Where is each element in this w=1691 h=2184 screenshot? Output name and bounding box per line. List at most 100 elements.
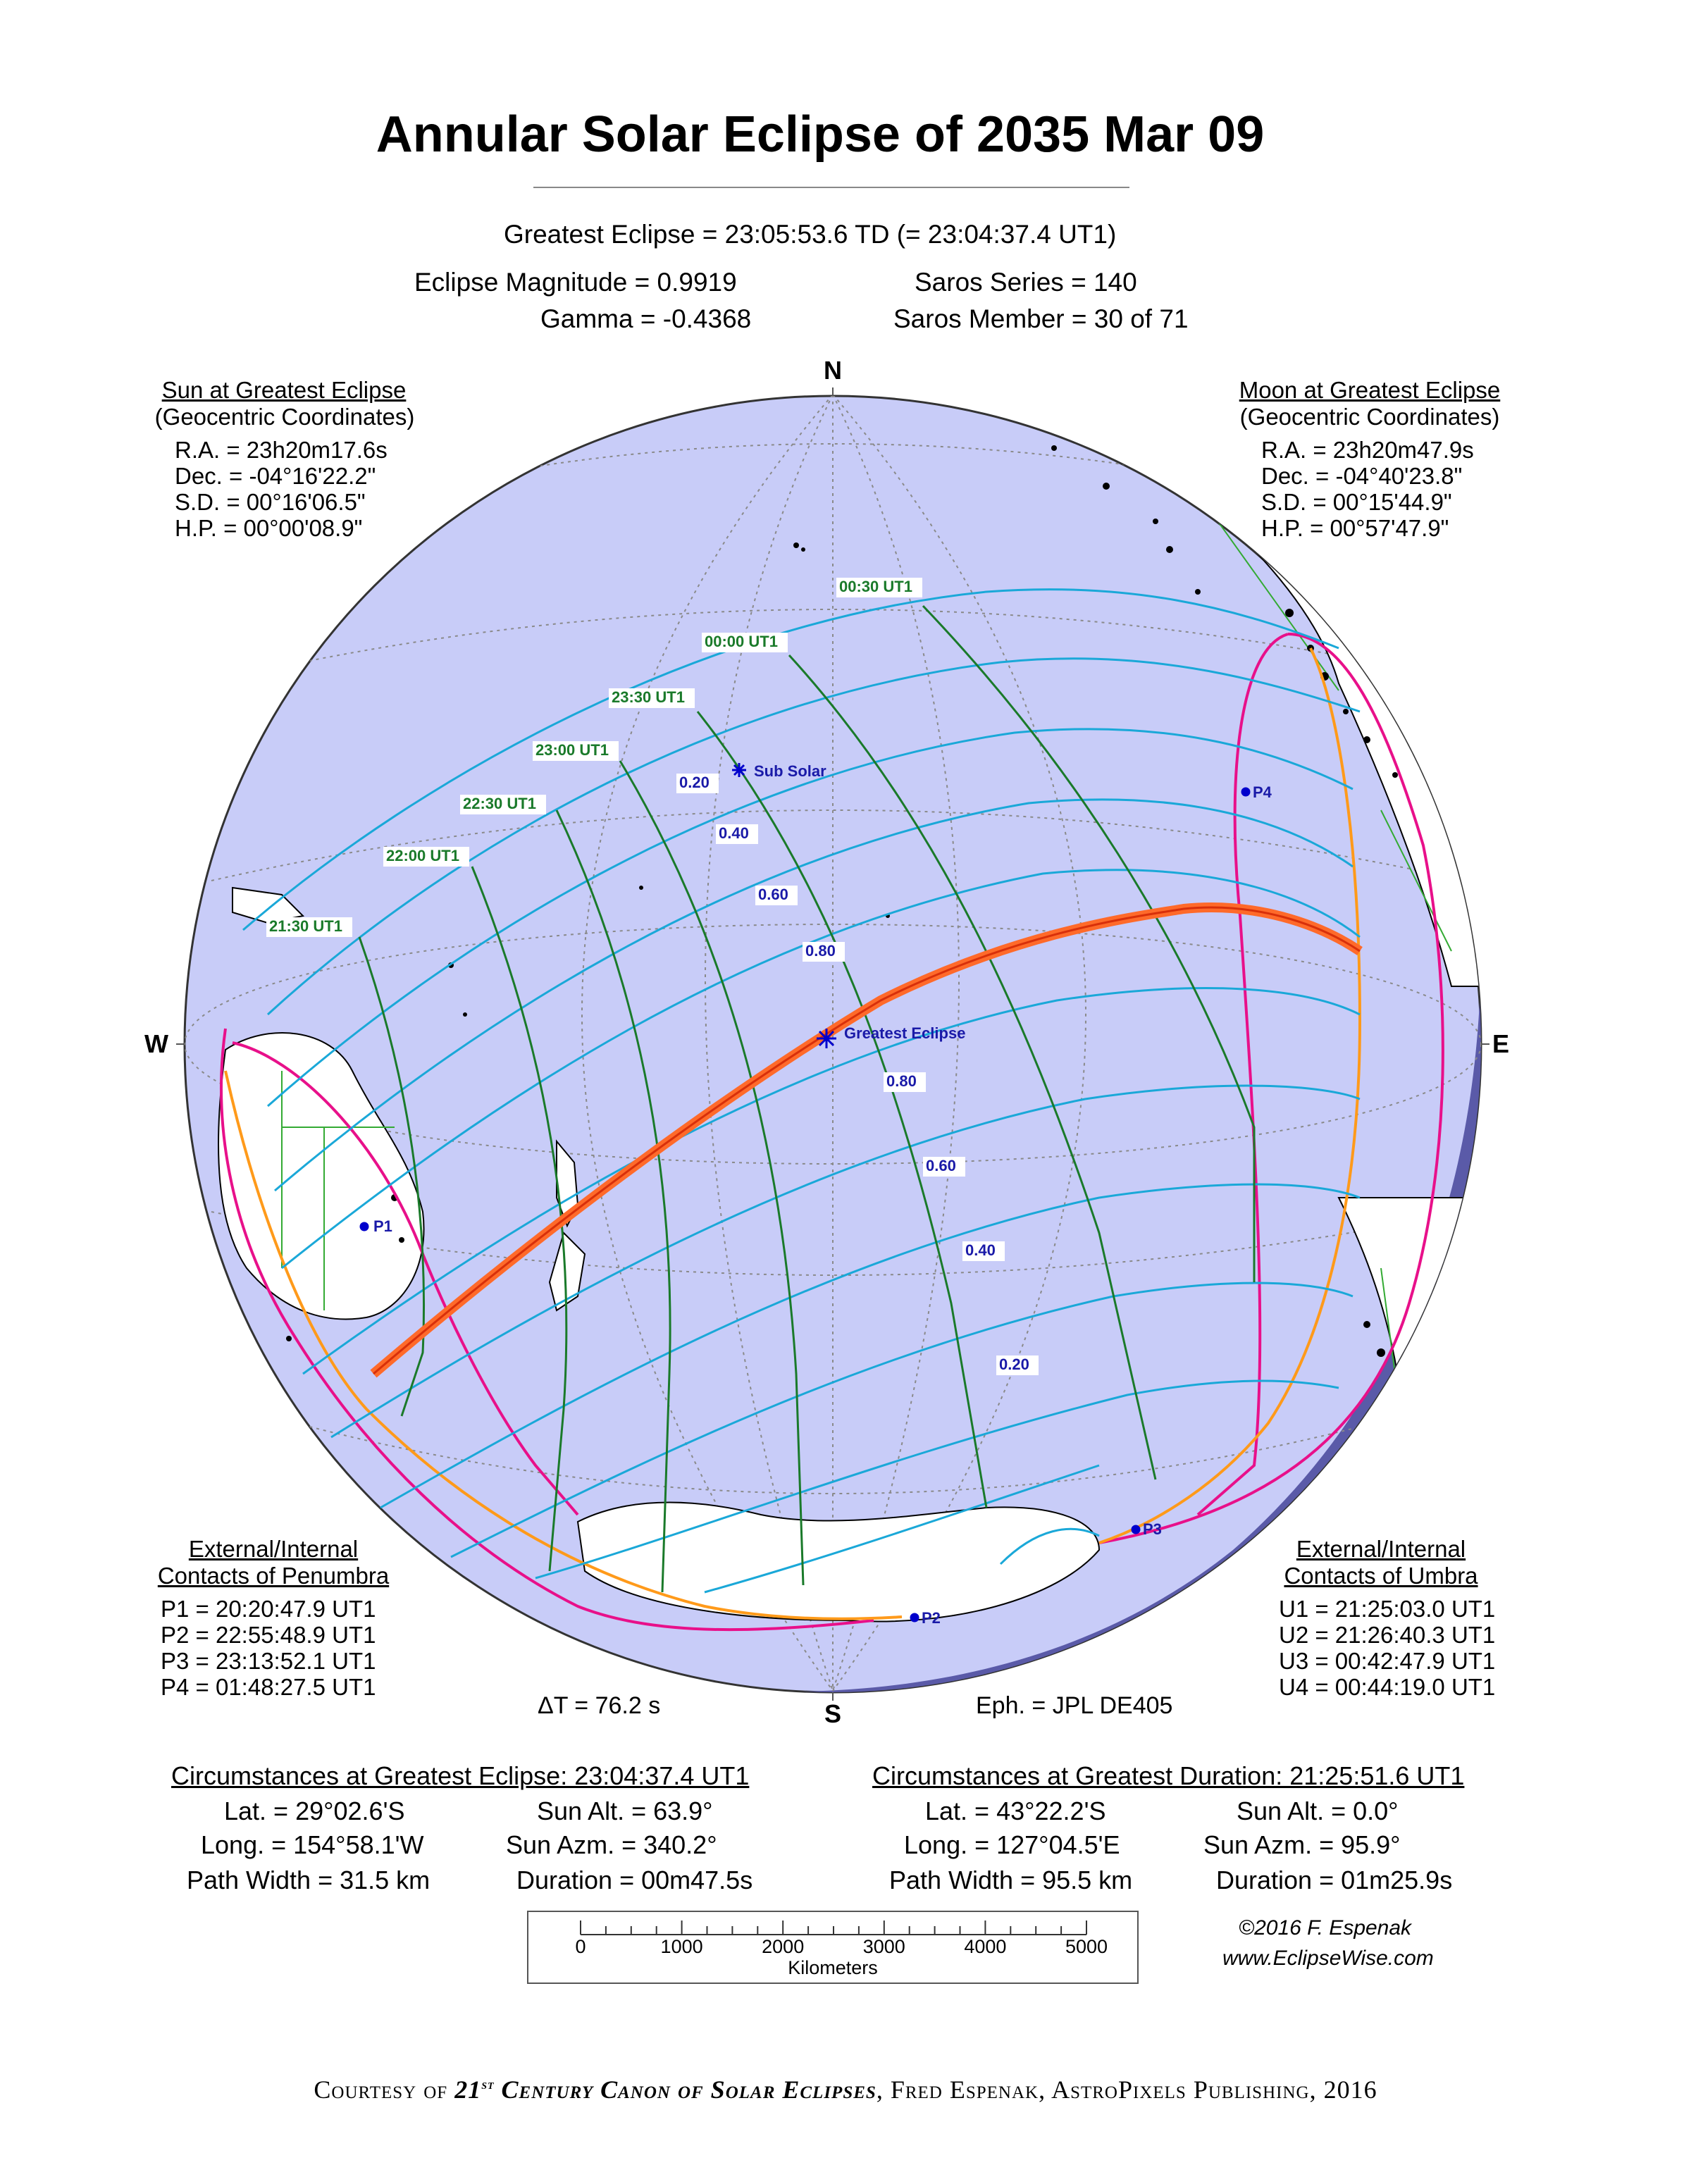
courtesy-book-number: 21 [454, 2076, 482, 2104]
magnitude-label: 0.40 [716, 824, 758, 844]
p2-marker [910, 1613, 919, 1623]
magnitude-label-text: 0.20 [999, 1355, 1029, 1373]
time-label: 21:30 UT1 [266, 917, 352, 937]
magnitude-label: 0.80 [803, 942, 845, 962]
duration-long: Long. = 127°04.5'E [904, 1830, 1120, 1859]
greatest-sun-azm: Sun Azm. = 340.2° [506, 1830, 717, 1859]
time-label: 22:00 UT1 [383, 847, 469, 867]
time-label: 23:00 UT1 [533, 741, 619, 761]
island-dot [1103, 483, 1110, 490]
title-divider [533, 187, 1129, 188]
map-labels: 21:30 UT1 22:00 UT1 22:30 UT1 23:00 UT1 23:3… [266, 578, 1272, 1627]
greatest-long: Long. = 154°58.1'W [201, 1830, 424, 1859]
greatest-path-width: Path Width = 31.5 km [187, 1866, 431, 1894]
p4-contact: P4 = 01:48:27.5 UT1 [161, 1674, 376, 1700]
sun-hp: H.P. = 00°00'08.9" [175, 515, 363, 541]
p1-contact: P1 = 20:20:47.9 UT1 [161, 1596, 376, 1622]
time-line-0000 [788, 654, 1157, 1480]
magnitude-label-text: 0.60 [926, 1157, 956, 1174]
island-dot [1377, 1348, 1385, 1357]
sun-box-title: Sun at Greatest Eclipse [161, 377, 407, 403]
scale-tick-label: 5000 [1065, 1936, 1108, 1957]
courtesy-book-title: Century Canon of Solar Eclipses [494, 2076, 877, 2104]
sunrise-curve [224, 1070, 903, 1620]
time-line-2230 [555, 809, 671, 1593]
sun-box-subtitle: (Geocentric Coordinates) [154, 404, 415, 430]
greatest-lat: Lat. = 29°02.6'S [224, 1797, 405, 1825]
greatest-duration: Duration = 00m47.5s [516, 1866, 753, 1894]
time-line-2330 [696, 711, 988, 1508]
duration-sun-azm: Sun Azm. = 95.9° [1203, 1830, 1401, 1859]
time-label: 00:00 UT1 [702, 633, 788, 652]
sub-solar-label: Sub Solar [754, 762, 826, 780]
u2-contact: U2 = 21:26:40.3 UT1 [1279, 1622, 1496, 1648]
duration-lat: Lat. = 43°22.2'S [925, 1797, 1106, 1825]
scale-tick-label: 3000 [862, 1936, 905, 1957]
time-label-text: 00:30 UT1 [839, 578, 912, 595]
island-dot [1399, 1391, 1406, 1398]
contact-label-p3: P3 [1143, 1520, 1162, 1538]
u1-contact: U1 = 21:25:03.0 UT1 [1279, 1596, 1496, 1622]
ephemeris: Eph. = JPL DE405 [976, 1692, 1173, 1719]
island-dot [1166, 546, 1173, 553]
umbra-box-title2: Contacts of Umbra [1284, 1563, 1478, 1589]
p2-contact: P2 = 22:55:48.9 UT1 [161, 1622, 376, 1648]
gamma-value: Gamma = -0.4368 [540, 304, 752, 333]
courtesy-line: Courtesy of 21st Century Canon of Solar … [0, 2075, 1691, 2104]
greatest-eclipse-time: Greatest Eclipse = 23:05:53.6 TD (= 23:0… [504, 220, 1117, 249]
p3-marker [1131, 1525, 1141, 1534]
greatest-sun-alt: Sun Alt. = 63.9° [537, 1797, 713, 1825]
courtesy-prefix: Courtesy of [314, 2076, 455, 2104]
magnitude-label-text: 0.40 [965, 1241, 996, 1259]
island-dot [1363, 1321, 1370, 1328]
greatest-duration-circumstances-title: Circumstances at Greatest Duration: 21:2… [872, 1761, 1465, 1790]
magnitude-label-text: 0.20 [679, 774, 710, 791]
courtesy-book-suffix: st [481, 2077, 495, 2092]
cardinal-south: S [824, 1699, 841, 1728]
sun-ra: R.A. = 23h20m17.6s [175, 437, 388, 463]
island-dot [1153, 519, 1158, 524]
moon-dec: Dec. = -04°40'23.8" [1261, 463, 1463, 489]
annular-path-centerline [373, 906, 1361, 1375]
courtesy-suffix: , Fred Espenak, AstroPixels Publishing, … [876, 2076, 1377, 2104]
island-dot [399, 1237, 404, 1243]
rise-set-curves [224, 647, 1362, 1620]
page-title: Annular Solar Eclipse of 2035 Mar 09 [376, 106, 1265, 163]
magnitude-label-text: 0.60 [758, 886, 788, 903]
scale-tick-label: 0 [575, 1936, 586, 1957]
island-dot [1051, 445, 1057, 451]
contact-label-p4: P4 [1253, 783, 1272, 801]
penumbra-east-loop [1196, 633, 1289, 1516]
sun-dec: Dec. = -04°16'22.2" [175, 463, 376, 489]
magnitude-lines [242, 588, 1361, 1594]
sun-sd: S.D. = 00°16'06.5" [175, 489, 366, 515]
map-markers [359, 763, 1251, 1623]
time-label-text: 21:30 UT1 [269, 917, 342, 935]
magnitude-label-text: 0.80 [805, 942, 836, 960]
magnitude-label: 0.20 [676, 774, 719, 793]
p1-marker [359, 1222, 369, 1231]
island-dot [639, 886, 643, 890]
scale-bar-ticks [580, 1921, 1087, 1935]
magnitude-label: 0.40 [962, 1241, 1005, 1261]
time-lines [358, 604, 1256, 1593]
cardinal-north: N [824, 356, 842, 385]
contact-label-p1: P1 [373, 1217, 392, 1235]
island-dot [1285, 609, 1294, 617]
contact-label-p2: P2 [922, 1609, 941, 1627]
island-dot [463, 1012, 467, 1017]
moon-box-subtitle: (Geocentric Coordinates) [1239, 404, 1500, 430]
moon-sd: S.D. = 00°15'44.9" [1261, 489, 1452, 515]
copyright: ©2016 F. Espenak [1239, 1916, 1412, 1940]
magnitude-label-text: 0.80 [886, 1072, 917, 1090]
umbra-box-title1: External/Internal [1296, 1536, 1466, 1562]
time-label-text: 22:00 UT1 [386, 847, 459, 864]
p4-marker [1241, 787, 1251, 797]
time-label: 00:30 UT1 [836, 578, 922, 597]
moon-box-title: Moon at Greatest Eclipse [1239, 377, 1501, 403]
cardinal-west: W [144, 1029, 168, 1058]
magnitude-label-text: 0.40 [719, 824, 749, 842]
cardinal-east: E [1492, 1029, 1509, 1058]
p3-contact: P3 = 23:13:52.1 UT1 [161, 1648, 376, 1674]
